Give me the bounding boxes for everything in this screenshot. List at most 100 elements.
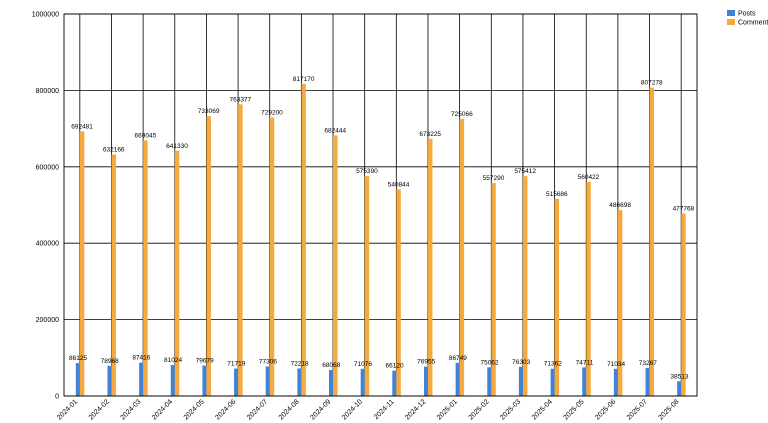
- bar-posts: [550, 368, 556, 396]
- bar-comments: [681, 213, 686, 396]
- legend-label: Posts: [738, 11, 756, 18]
- x-tick-label: 2024-11: [373, 398, 396, 421]
- bar-comments: [427, 138, 433, 396]
- data-label: 729200: [261, 109, 283, 116]
- bar-comments: [301, 83, 306, 396]
- data-label: 76303: [512, 359, 530, 366]
- data-label: 71719: [227, 361, 245, 368]
- bar-posts: [423, 366, 429, 396]
- data-label: 557290: [483, 175, 505, 182]
- bar-comments: [649, 87, 655, 396]
- data-label: 817170: [293, 76, 315, 83]
- data-label: 72218: [291, 360, 309, 367]
- y-tick-label: 800000: [36, 88, 59, 95]
- data-label: 71362: [544, 361, 562, 368]
- bar-posts: [645, 368, 651, 396]
- data-label: 515686: [546, 191, 568, 198]
- data-label: 733069: [198, 108, 220, 115]
- y-tick-label: 1000000: [32, 12, 59, 19]
- x-tick-label: 2024-09: [309, 398, 332, 421]
- data-label: 77306: [259, 358, 277, 365]
- bar-comments: [143, 140, 148, 396]
- data-label: 68068: [322, 362, 340, 369]
- data-label: 74711: [576, 359, 594, 366]
- bar-posts: [107, 365, 112, 396]
- bar-comments: [206, 115, 211, 396]
- y-tick-label: 0: [55, 394, 59, 401]
- x-tick-label: 2025-06: [594, 398, 617, 421]
- x-tick-label: 2024-07: [246, 398, 269, 421]
- data-label: 477768: [673, 205, 695, 212]
- x-tick-label: 2025-05: [563, 398, 586, 421]
- data-labels: 86125 78968 87416 81024 79679 71719 77306 72218…: [69, 76, 695, 380]
- x-tick-label: 2025-07: [626, 398, 649, 421]
- x-tick-label: 2025-08: [657, 398, 680, 421]
- bar-comments: [364, 176, 370, 396]
- data-label: 632166: [103, 147, 125, 154]
- data-label: 486698: [609, 202, 631, 209]
- x-tick-label: 2024-02: [88, 398, 111, 421]
- data-label: 682444: [324, 127, 346, 134]
- x-tick-label: 2024-03: [119, 398, 142, 421]
- bar-posts: [297, 368, 302, 396]
- bar-comments: [238, 104, 243, 396]
- bar-posts: [265, 366, 271, 396]
- data-label: 560422: [578, 174, 600, 181]
- bar-comments: [491, 183, 496, 396]
- x-tick-label: 2025-02: [468, 398, 491, 421]
- bar-posts: [360, 368, 366, 396]
- data-label: 575412: [514, 168, 536, 175]
- legend-swatch: [727, 19, 735, 25]
- x-tick-label: 2024-06: [214, 398, 237, 421]
- bar-comments: [617, 210, 623, 396]
- x-tick-label: 2024-08: [278, 398, 301, 421]
- data-label: 38513: [670, 373, 688, 380]
- x-tick-label: 2025-04: [531, 398, 554, 421]
- bar-comments: [269, 117, 275, 396]
- y-tick-label: 200000: [36, 317, 59, 324]
- data-label: 692481: [71, 123, 93, 130]
- bar-comments: [79, 131, 85, 396]
- bar-comments: [111, 154, 116, 396]
- data-label: 86125: [69, 355, 87, 362]
- data-label: 673225: [419, 131, 441, 138]
- bar-comments: [396, 189, 401, 396]
- bar-posts: [677, 381, 682, 396]
- data-label: 76955: [417, 359, 435, 366]
- y-tick-label: 400000: [36, 241, 59, 248]
- data-label: 669045: [135, 132, 157, 139]
- x-tick-label: 2024-01: [56, 398, 79, 421]
- bar-comments: [586, 181, 591, 396]
- data-label: 79679: [196, 358, 214, 365]
- x-tick-label: 2024-04: [151, 398, 174, 421]
- bar-comments: [459, 119, 465, 397]
- x-tick-label: 2025-01: [436, 398, 459, 421]
- bar-posts: [518, 366, 524, 396]
- data-label: 763377: [229, 96, 251, 103]
- bars: [75, 83, 686, 397]
- x-tick-label: 2024-12: [404, 398, 427, 421]
- data-label: 81024: [164, 357, 182, 364]
- data-label: 66120: [386, 363, 404, 370]
- data-label: 807278: [641, 80, 663, 87]
- data-label: 75062: [480, 359, 498, 366]
- data-label: 540844: [388, 181, 410, 188]
- bar-comments: [554, 199, 560, 396]
- legend: Posts Comments: [727, 10, 768, 27]
- bar-comments: [174, 151, 180, 396]
- bar-posts: [234, 368, 239, 396]
- bar-posts: [139, 362, 144, 396]
- bar-posts: [455, 362, 461, 396]
- data-label: 71034: [607, 361, 625, 368]
- legend-label: Comments: [738, 20, 768, 27]
- x-tick-label: 2025-03: [499, 398, 522, 421]
- bar-posts: [582, 367, 587, 396]
- bar-posts: [75, 363, 81, 396]
- data-label: 78968: [101, 358, 119, 365]
- data-label: 86749: [449, 355, 467, 362]
- data-label: 641330: [166, 143, 188, 150]
- data-label: 575390: [356, 168, 378, 175]
- legend-swatch: [727, 10, 735, 16]
- bar-comments: [333, 135, 338, 396]
